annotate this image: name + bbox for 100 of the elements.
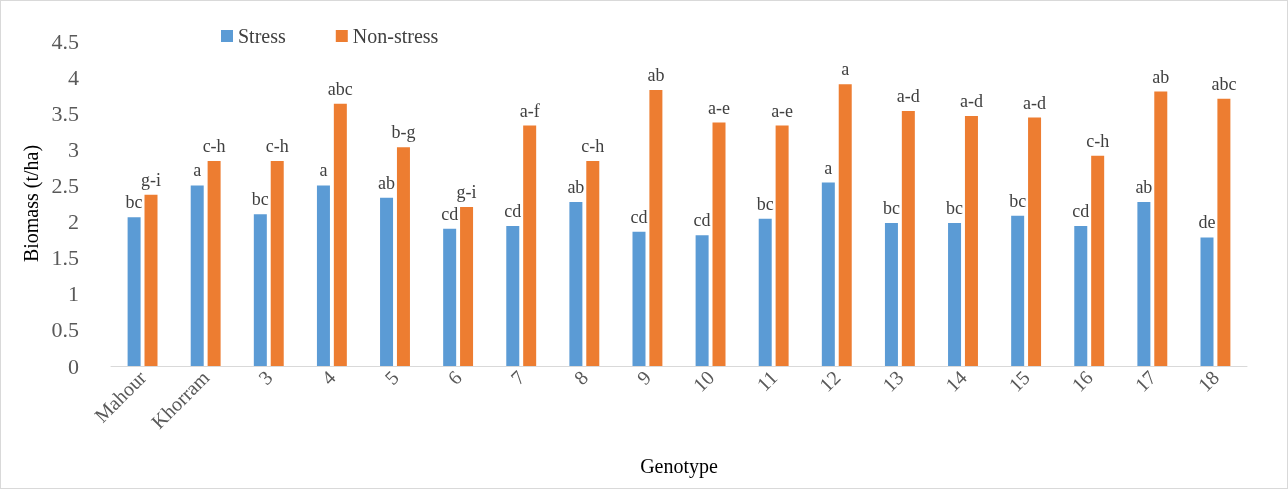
bar xyxy=(884,223,898,366)
x-tick-label: 16 xyxy=(1067,366,1098,396)
data-label: de xyxy=(1198,212,1216,233)
x-tick-label: 11 xyxy=(752,366,782,396)
data-label: a xyxy=(319,160,328,181)
x-tick-label: 8 xyxy=(569,366,593,389)
bar xyxy=(712,122,726,366)
x-tick-label: 6 xyxy=(443,366,466,389)
bar xyxy=(838,84,852,366)
y-tick-label: 0.5 xyxy=(51,317,79,343)
data-label: bc xyxy=(1009,190,1027,211)
data-label: a xyxy=(193,160,202,181)
y-tick-label: 1.5 xyxy=(51,245,79,271)
bar xyxy=(948,223,962,366)
bar xyxy=(1011,215,1025,366)
data-label: cd xyxy=(693,210,711,231)
bar xyxy=(207,160,221,366)
bar xyxy=(506,225,520,366)
data-label: c-h xyxy=(581,135,605,156)
data-label: c-h xyxy=(265,135,289,156)
y-tick-label: 2 xyxy=(68,209,79,235)
data-label: a xyxy=(824,157,833,178)
bar xyxy=(569,202,583,366)
bar xyxy=(190,185,204,366)
bar xyxy=(396,147,410,366)
y-tick-label: 3 xyxy=(68,136,79,162)
data-label: abc xyxy=(327,78,353,99)
bar xyxy=(964,116,978,366)
bar xyxy=(380,197,394,366)
bar xyxy=(1200,237,1214,366)
data-label: a-e xyxy=(708,97,730,118)
bar xyxy=(460,207,474,366)
bar xyxy=(127,217,141,366)
data-label: a-d xyxy=(896,86,920,107)
data-label: ab xyxy=(1152,66,1170,87)
data-label: b-g xyxy=(391,122,416,143)
data-label: c-h xyxy=(1086,130,1110,151)
data-label: ab xyxy=(1135,177,1153,198)
bar xyxy=(270,160,284,366)
x-tick-label: 7 xyxy=(506,366,529,389)
data-label: cd xyxy=(504,200,522,221)
x-tick-label: 5 xyxy=(380,366,403,389)
data-label: bc xyxy=(882,198,900,218)
bar xyxy=(253,214,267,366)
data-label: c-h xyxy=(202,135,226,156)
data-label: cd xyxy=(1072,200,1090,221)
data-label: a xyxy=(841,59,850,80)
bar xyxy=(523,125,537,366)
bar xyxy=(758,218,772,366)
data-label: a-d xyxy=(959,91,983,112)
bar xyxy=(775,125,789,366)
bar xyxy=(1217,98,1231,366)
y-tick-label: 4.5 xyxy=(51,28,79,54)
bar xyxy=(901,111,915,366)
x-tick-label: 18 xyxy=(1193,366,1224,396)
data-label: bc xyxy=(756,193,774,214)
bar xyxy=(821,182,835,366)
x-tick-label: 15 xyxy=(1004,366,1034,396)
data-label: abc xyxy=(1211,73,1237,94)
bar xyxy=(632,231,646,366)
x-tick-label: 10 xyxy=(688,366,719,396)
x-tick-label: 4 xyxy=(317,366,340,389)
data-label: a-f xyxy=(519,100,540,121)
x-axis-title: Genotype xyxy=(640,455,718,478)
data-label: ab xyxy=(378,172,396,193)
x-tick-label: 12 xyxy=(814,366,845,396)
data-label: a-d xyxy=(1023,92,1047,113)
bar xyxy=(443,228,457,366)
bar xyxy=(695,235,709,366)
data-label: ab xyxy=(647,65,665,86)
bar xyxy=(144,194,158,366)
x-tick-label: 9 xyxy=(632,366,656,389)
y-tick-label: 4 xyxy=(68,64,79,90)
data-label: g-i xyxy=(141,169,162,190)
y-tick-label: 0 xyxy=(68,353,79,379)
bar xyxy=(1154,91,1168,366)
bar xyxy=(1091,155,1105,366)
y-tick-label: 2.5 xyxy=(51,172,79,198)
legend-label: Stress xyxy=(238,25,286,47)
x-tick-label: 17 xyxy=(1130,366,1161,396)
y-tick-label: 1 xyxy=(68,281,79,307)
data-label: bc xyxy=(251,189,269,210)
bar xyxy=(316,185,330,366)
data-label: a-e xyxy=(771,100,794,121)
data-label: cd xyxy=(441,203,459,224)
x-tick-label: 14 xyxy=(941,366,971,396)
bar xyxy=(649,90,663,366)
legend-label: Non-stress xyxy=(352,25,439,47)
data-label: bc xyxy=(125,192,143,213)
bar xyxy=(1028,117,1042,366)
data-label: cd xyxy=(630,206,648,227)
bar xyxy=(1137,202,1151,366)
x-tick-label: 13 xyxy=(877,366,908,396)
y-axis-title: Biomass (t/ha) xyxy=(19,144,43,263)
data-label: bc xyxy=(946,198,964,218)
bar xyxy=(1074,225,1088,366)
bar xyxy=(586,160,600,366)
bar xyxy=(333,103,347,366)
data-label: g-i xyxy=(456,182,477,203)
data-label: ab xyxy=(567,177,585,198)
